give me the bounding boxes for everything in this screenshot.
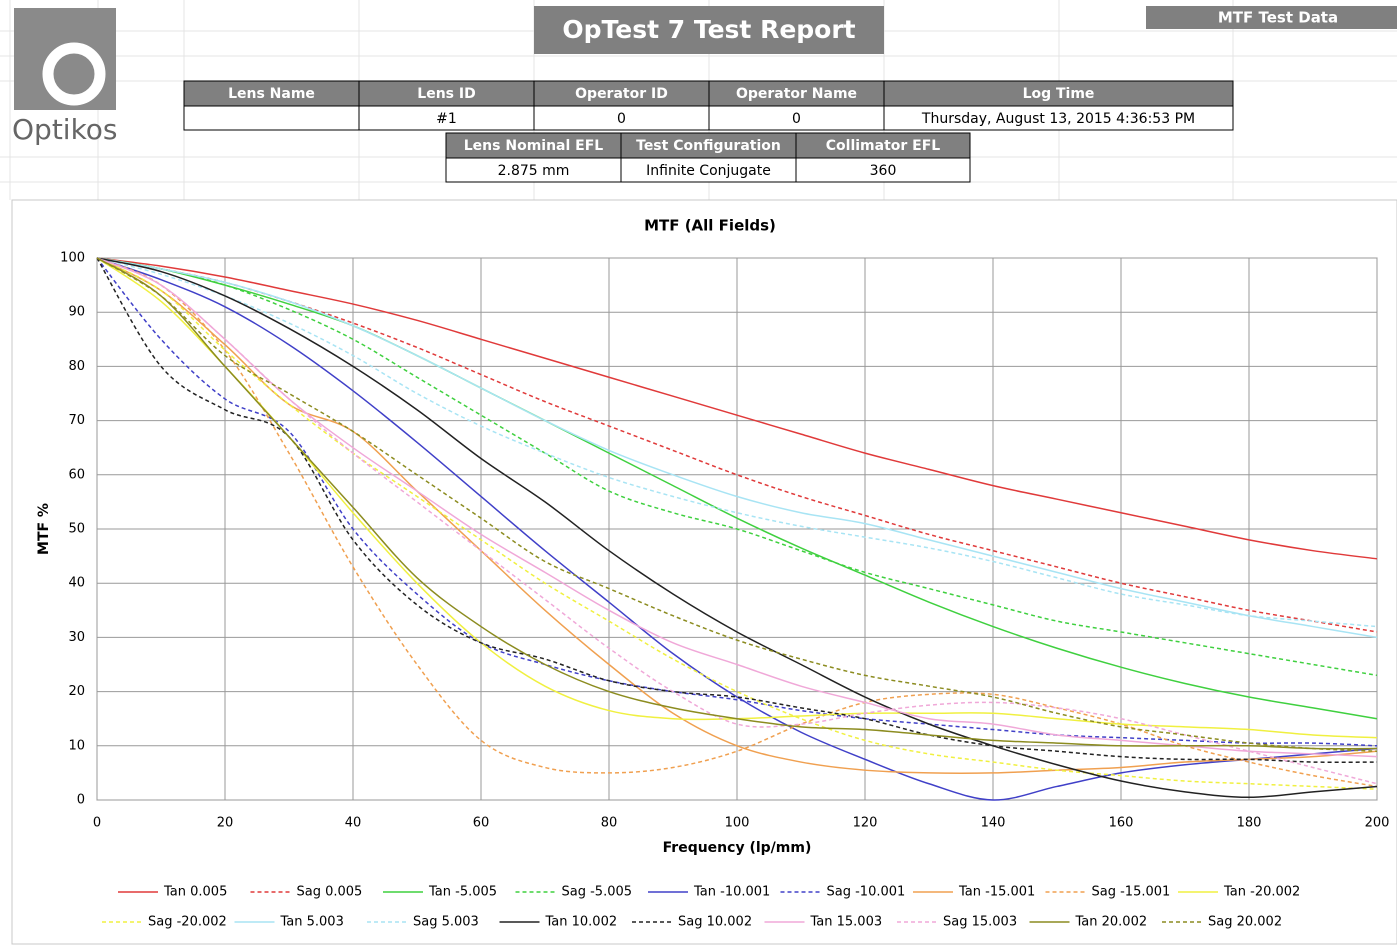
legend-label: Sag -10.001: [827, 885, 906, 900]
header-cell: [620, 132, 797, 159]
x-tick-label: 40: [345, 816, 362, 831]
value-cell: [445, 157, 622, 183]
header-text: Collimator EFL: [826, 138, 941, 154]
header-text: Log Time: [1023, 86, 1095, 102]
header-cell: [533, 80, 710, 107]
header-text: Operator ID: [575, 86, 668, 102]
legend-label: Tan 10.002: [545, 915, 618, 930]
series-line: [96, 257, 1378, 801]
legend-label: Tan -10.001: [693, 885, 770, 900]
legend-label: Sag 20.002: [1208, 915, 1282, 930]
chart-title: MTF (All Fields): [644, 217, 776, 235]
series-line: [96, 257, 1378, 788]
y-tick-label: 20: [68, 684, 85, 699]
x-axis-label: Frequency (lp/mm): [663, 840, 812, 856]
legend-label: Tan -20.002: [1223, 885, 1300, 900]
value-text: #1: [436, 111, 457, 127]
header-cell: [708, 80, 885, 107]
legend-label: Tan -5.005: [428, 885, 497, 900]
series-line: [96, 257, 1378, 752]
value-cell: [883, 105, 1234, 131]
header-text: Lens Nominal EFL: [464, 138, 604, 154]
legend-label: Tan 20.002: [1075, 915, 1148, 930]
y-tick-label: 80: [68, 359, 85, 374]
series-line: [96, 257, 1378, 758]
logo-text: Optikos: [12, 113, 118, 146]
value-cell: [533, 105, 710, 131]
series-line: [96, 257, 1378, 774]
x-tick-label: 200: [1365, 816, 1390, 831]
value-text: 360: [870, 163, 897, 179]
legend-label: Tan 15.003: [810, 915, 883, 930]
value-cell: [708, 105, 885, 131]
x-tick-label: 180: [1237, 816, 1262, 831]
header-cell: [183, 80, 360, 107]
legend-label: Sag 15.003: [943, 915, 1017, 930]
title-box: [534, 6, 884, 54]
legend-label: Sag 0.005: [297, 885, 363, 900]
series-line: [96, 257, 1378, 790]
x-tick-label: 140: [981, 816, 1006, 831]
x-tick-label: 160: [1109, 816, 1134, 831]
report-title: OpTest 7 Test Report: [562, 15, 855, 44]
legend-label: Sag 10.002: [678, 915, 752, 930]
legend-label: Tan 5.003: [280, 915, 344, 930]
value-text: 0: [617, 111, 626, 127]
x-tick-label: 100: [725, 816, 750, 831]
y-tick-label: 60: [68, 467, 85, 482]
legend-label: Sag -20.002: [148, 915, 227, 930]
y-tick-label: 10: [68, 738, 85, 753]
legend-label: Tan 0.005: [163, 885, 227, 900]
value-text: Thursday, August 13, 2015 4:36:53 PM: [921, 111, 1195, 127]
legend-label: Sag -15.001: [1092, 885, 1171, 900]
y-tick-label: 70: [68, 413, 85, 428]
header-text: Test Configuration: [636, 138, 781, 154]
x-tick-label: 80: [601, 816, 618, 831]
series-line: [96, 257, 1378, 560]
x-tick-label: 20: [217, 816, 234, 831]
value-cell: [620, 157, 797, 183]
y-tick-label: 90: [68, 305, 85, 320]
header-text: Lens ID: [417, 86, 475, 102]
x-tick-label: 0: [93, 816, 101, 831]
header-text: Lens Name: [228, 86, 315, 102]
series-line: [96, 257, 1378, 628]
series-line: [96, 257, 1378, 747]
y-tick-label: 40: [68, 576, 85, 591]
header-cell: [358, 80, 535, 107]
x-tick-label: 120: [853, 816, 878, 831]
series-line: [96, 257, 1378, 785]
value-cell: [183, 105, 360, 131]
header-text: Operator Name: [736, 86, 857, 102]
x-tick-label: 60: [473, 816, 490, 831]
tab-label: MTF Test Data: [1218, 9, 1338, 27]
y-tick-label: 0: [77, 793, 85, 808]
y-axis-label: MTF %: [36, 503, 52, 555]
series-line: [96, 257, 1378, 720]
tab-box: [1146, 6, 1397, 29]
value-text: Infinite Conjugate: [646, 163, 771, 179]
series-line: [96, 257, 1378, 639]
y-tick-label: 30: [68, 630, 85, 645]
value-cell: [795, 157, 971, 183]
header-cell: [445, 132, 622, 159]
series-line: [96, 257, 1378, 799]
value-text: 0: [792, 111, 801, 127]
legend-label: Sag -5.005: [562, 885, 633, 900]
series-line: [96, 257, 1378, 750]
legend-label: Sag 5.003: [413, 915, 479, 930]
logo-ring: [42, 42, 106, 106]
y-tick-label: 50: [68, 522, 85, 537]
series-line: [96, 257, 1378, 677]
y-tick-label: 100: [60, 251, 85, 266]
value-cell: [358, 105, 535, 131]
chart-frame: [11, 199, 1397, 945]
value-text: 2.875 mm: [498, 163, 570, 179]
legend-label: Tan -15.001: [958, 885, 1035, 900]
